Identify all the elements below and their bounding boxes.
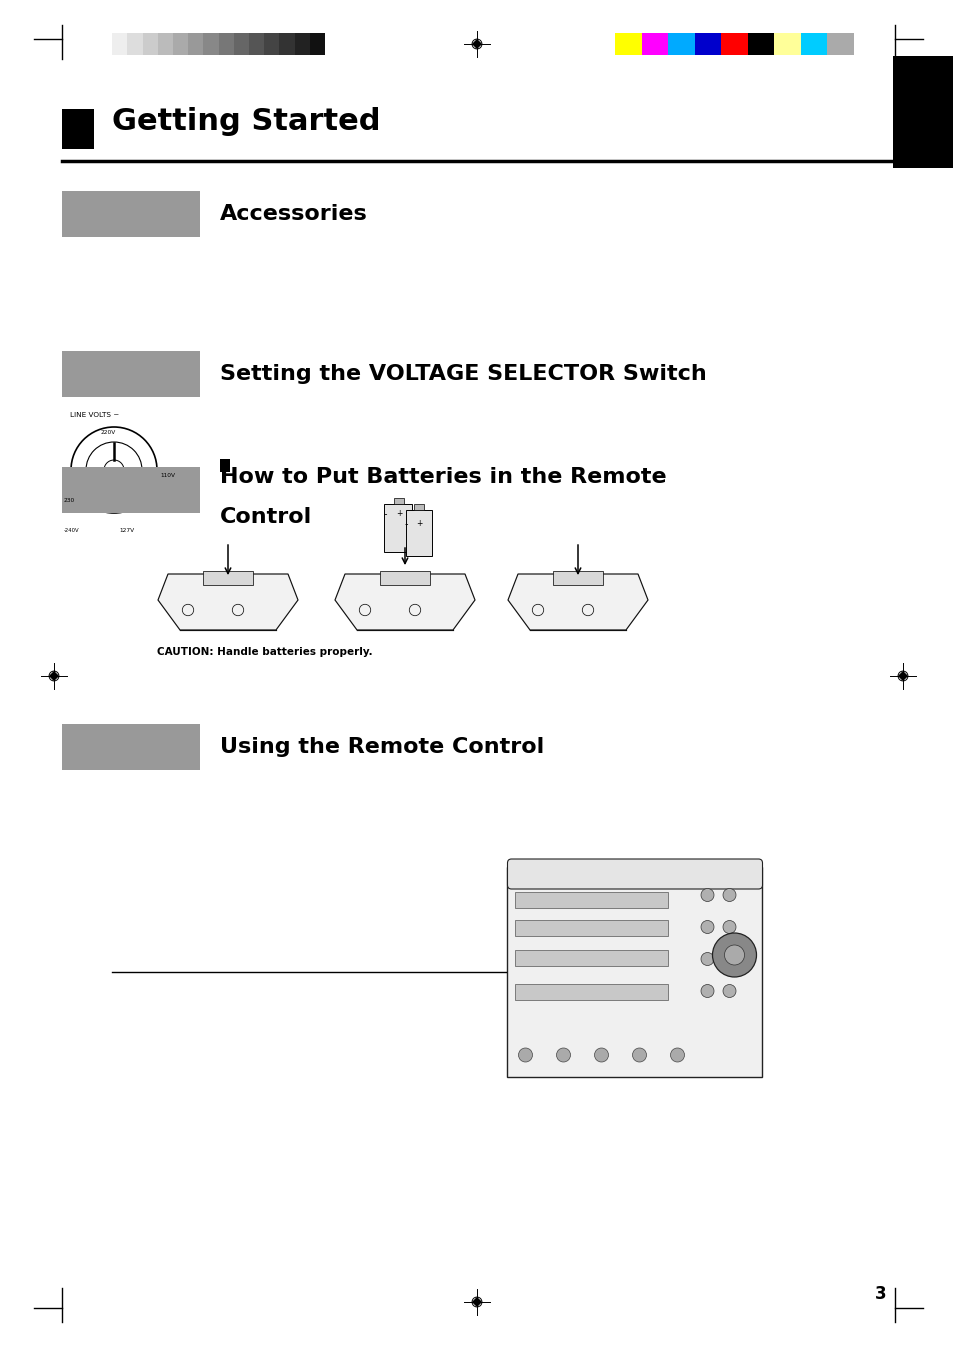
- Bar: [515, 984, 668, 1000]
- Text: Getting Started: Getting Started: [112, 108, 380, 137]
- Bar: [773, 32, 800, 55]
- Bar: [62, 110, 94, 149]
- Text: +: +: [395, 510, 402, 519]
- Bar: [220, 458, 230, 472]
- Circle shape: [104, 460, 124, 480]
- Circle shape: [556, 1048, 570, 1063]
- Bar: [615, 32, 640, 55]
- Text: 220V: 220V: [100, 430, 115, 435]
- Polygon shape: [473, 39, 480, 49]
- Bar: [218, 32, 233, 55]
- Bar: [406, 510, 432, 556]
- Circle shape: [722, 888, 735, 902]
- Text: Control: Control: [220, 507, 312, 527]
- Bar: [414, 504, 423, 510]
- Bar: [62, 352, 200, 397]
- Bar: [203, 32, 218, 55]
- Bar: [203, 571, 253, 585]
- Text: -: -: [404, 519, 407, 529]
- Bar: [264, 32, 279, 55]
- Bar: [128, 32, 142, 55]
- Bar: [279, 32, 294, 55]
- Bar: [553, 571, 602, 585]
- Bar: [294, 32, 310, 55]
- Bar: [142, 32, 157, 55]
- Text: -240V: -240V: [64, 529, 79, 533]
- Text: Accessories: Accessories: [220, 204, 367, 224]
- Bar: [62, 466, 200, 512]
- Polygon shape: [335, 575, 475, 630]
- Bar: [826, 32, 853, 55]
- Bar: [379, 571, 430, 585]
- Circle shape: [722, 921, 735, 933]
- Bar: [157, 32, 172, 55]
- Polygon shape: [473, 1298, 480, 1306]
- Bar: [233, 32, 249, 55]
- Bar: [515, 892, 668, 909]
- Bar: [667, 32, 694, 55]
- Bar: [310, 32, 325, 55]
- Bar: [62, 191, 200, 237]
- Circle shape: [700, 984, 713, 998]
- Circle shape: [670, 1048, 684, 1063]
- Text: 110V: 110V: [160, 472, 174, 477]
- Text: 230: 230: [64, 498, 75, 503]
- Bar: [249, 32, 264, 55]
- Text: CAUTION: Handle batteries properly.: CAUTION: Handle batteries properly.: [157, 648, 373, 657]
- Bar: [112, 32, 128, 55]
- Bar: [747, 32, 773, 55]
- FancyBboxPatch shape: [507, 859, 761, 890]
- Bar: [97, 32, 112, 55]
- Bar: [892, 55, 952, 168]
- Polygon shape: [50, 672, 58, 680]
- Text: +: +: [416, 519, 422, 529]
- Circle shape: [700, 888, 713, 902]
- Circle shape: [518, 1048, 532, 1063]
- Text: 3: 3: [875, 1284, 886, 1303]
- Bar: [515, 950, 668, 965]
- Circle shape: [594, 1048, 608, 1063]
- Circle shape: [700, 921, 713, 933]
- Bar: [188, 32, 203, 55]
- Text: Setting the VOLTAGE SELECTOR Switch: Setting the VOLTAGE SELECTOR Switch: [220, 364, 706, 384]
- Circle shape: [700, 953, 713, 965]
- Bar: [394, 498, 403, 504]
- Text: How to Put Batteries in the Remote: How to Put Batteries in the Remote: [220, 466, 666, 487]
- Text: LINE VOLTS ~: LINE VOLTS ~: [70, 412, 119, 418]
- Bar: [507, 867, 761, 1078]
- Text: -: -: [383, 508, 386, 519]
- Circle shape: [723, 945, 743, 965]
- Circle shape: [712, 933, 756, 977]
- Circle shape: [632, 1048, 646, 1063]
- Text: 127V: 127V: [119, 529, 134, 533]
- Bar: [720, 32, 747, 55]
- Polygon shape: [158, 575, 297, 630]
- Bar: [172, 32, 188, 55]
- Bar: [640, 32, 667, 55]
- Text: Using the Remote Control: Using the Remote Control: [220, 737, 543, 757]
- Circle shape: [722, 984, 735, 998]
- Bar: [800, 32, 826, 55]
- Bar: [384, 504, 412, 552]
- Bar: [694, 32, 720, 55]
- Polygon shape: [507, 575, 647, 630]
- Circle shape: [722, 953, 735, 965]
- Bar: [515, 919, 668, 936]
- Bar: [62, 725, 200, 771]
- Polygon shape: [898, 672, 906, 680]
